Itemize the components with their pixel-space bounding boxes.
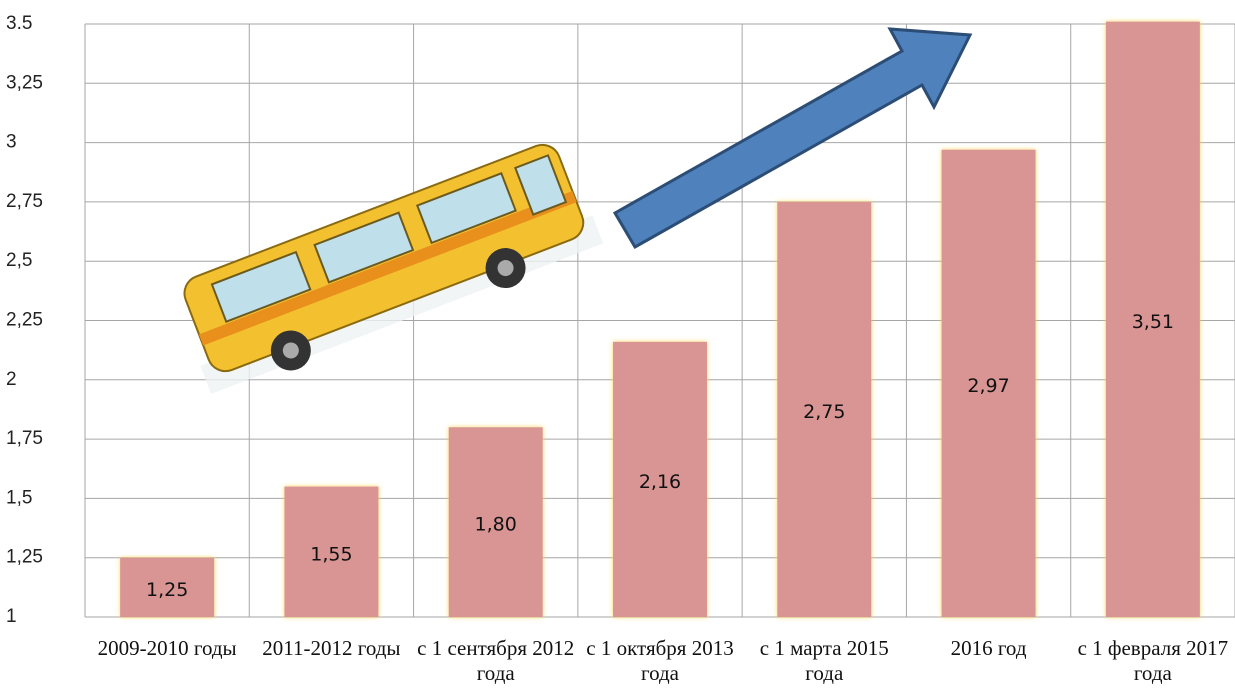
y-tick-label: 3 [6, 132, 17, 153]
bars [120, 21, 1200, 618]
y-tick-label: 1,5 [6, 487, 32, 508]
bar [613, 341, 707, 617]
x-tick-label: с 1 марта 2015 года [759, 636, 889, 685]
bar [284, 486, 379, 617]
bus-illustration [183, 143, 604, 394]
y-tick-label: 2,75 [6, 191, 43, 212]
y-tick-label: 1,25 [6, 547, 43, 568]
x-tick-label: с 1 октября 2013 года [586, 636, 734, 685]
bar [777, 201, 872, 617]
value-label: 2,75 [803, 401, 845, 423]
bar [448, 427, 543, 617]
y-tick-label: 2 [6, 369, 17, 390]
labels: 1 1,25 1,5 1,75 2 2,25 2,5 2,75 3 3,25 3.5 1,25 1,55… [6, 13, 1174, 627]
y-tick-label: 2,25 [6, 310, 43, 331]
bar [1105, 21, 1200, 618]
x-tick-label: с 1 февраля 2017 года [1077, 636, 1229, 685]
value-label: 3,51 [1132, 311, 1174, 333]
value-label: 2,16 [639, 471, 681, 493]
value-label: 1,25 [146, 579, 188, 601]
decoration [183, 27, 973, 394]
bar [120, 557, 215, 617]
x-tick-label: с 1 сентября 2012 года [417, 636, 575, 685]
y-tick-label: 3,25 [6, 72, 43, 93]
bar [941, 149, 1036, 617]
trend-arrow [612, 27, 973, 250]
x-tick-label: 2016 год [950, 636, 1027, 660]
y-tick-label: 1 [6, 606, 17, 627]
x-tick-label: 2009-2010 годы [97, 636, 237, 660]
value-label: 2,97 [967, 375, 1009, 397]
y-tick-label: 1,75 [6, 428, 43, 449]
x-tick-label: 2011-2012 годы [262, 636, 401, 660]
value-label: 1,80 [475, 514, 517, 536]
y-tick-label: 3.5 [6, 13, 32, 34]
value-label: 1,55 [310, 543, 352, 565]
y-tick-label: 2,5 [6, 250, 32, 271]
